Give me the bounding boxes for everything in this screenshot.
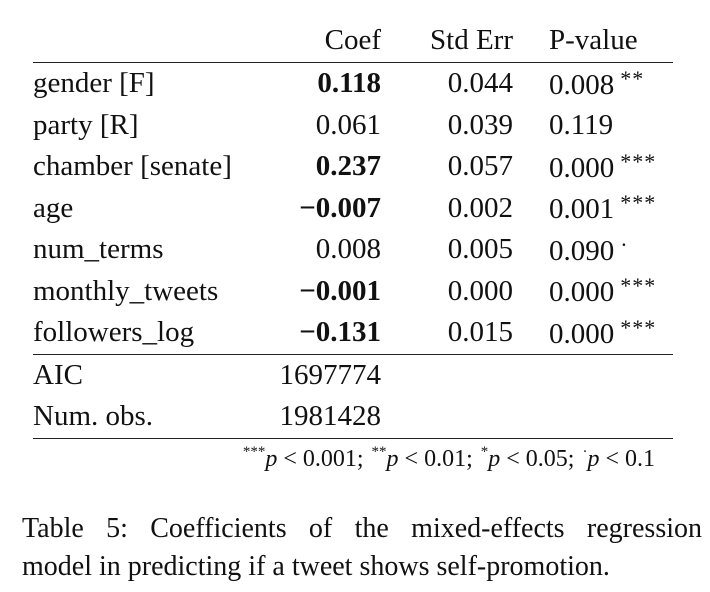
table-header-row: Coef Std Err P-value bbox=[33, 18, 673, 62]
footnote-threshold: < 0.01; bbox=[398, 446, 473, 472]
row-p-cell: 0.001 *** bbox=[513, 192, 673, 224]
summary-row: Num. obs. 1981428 bbox=[33, 396, 673, 438]
row-coef: −0.131 bbox=[299, 316, 381, 349]
row-p-cell: 0.119 bbox=[513, 108, 673, 141]
row-p-cell: 0.008 ** bbox=[513, 65, 673, 101]
row-coef: 0.061 bbox=[315, 108, 381, 141]
footnote-item: ·p < 0.1 bbox=[582, 444, 655, 473]
table-summary: AIC 1697774 Num. obs. 1981428 bbox=[33, 355, 673, 438]
summary-label: AIC bbox=[33, 358, 83, 391]
footnote-item: *p < 0.05; bbox=[481, 444, 575, 473]
regression-table: Coef Std Err P-value gender [F] 0.118 0.04… bbox=[33, 18, 673, 479]
footnote-item: ***p < 0.001; bbox=[243, 444, 364, 473]
row-variable: num_terms bbox=[33, 233, 164, 266]
row-std-err: 0.044 bbox=[447, 67, 513, 100]
table-caption: Table 5: Coefficients of the mixed-effec… bbox=[22, 510, 702, 586]
significance-footnote: ***p < 0.001; **p < 0.01; *p < 0.05; ·p < 0… bbox=[33, 439, 673, 479]
summary-value: 1981428 bbox=[279, 400, 382, 433]
row-coef: 0.008 bbox=[315, 233, 381, 266]
footnote-var: p bbox=[587, 446, 600, 472]
row-p-cell: 0.000 *** bbox=[513, 314, 673, 350]
row-coef: −0.001 bbox=[299, 274, 381, 307]
footnote-var: p bbox=[488, 446, 501, 472]
row-variable: monthly_tweets bbox=[33, 274, 219, 307]
row-p-cell: 0.090 · bbox=[513, 231, 673, 267]
row-p-value: 0.000 bbox=[549, 151, 615, 184]
summary-row: AIC 1697774 bbox=[33, 355, 673, 397]
row-variable: age bbox=[33, 191, 74, 224]
row-p-value: 0.119 bbox=[549, 108, 614, 141]
row-p-value: 0.090 bbox=[549, 234, 615, 267]
row-significance-stars: ** bbox=[620, 65, 645, 91]
table-rule-summary bbox=[33, 353, 673, 355]
row-variable: chamber [senate] bbox=[33, 150, 232, 183]
row-std-err: 0.000 bbox=[447, 274, 513, 307]
row-std-err: 0.039 bbox=[447, 108, 513, 141]
row-significance-stars: *** bbox=[620, 314, 657, 340]
row-significance-stars: *** bbox=[620, 273, 657, 299]
footnote-item: **p < 0.01; bbox=[372, 444, 473, 473]
footnote-threshold: < 0.001; bbox=[277, 446, 364, 472]
caption-line-1: Table 5: Coefficients of the mixed-effec… bbox=[22, 513, 702, 544]
table-body: gender [F] 0.118 0.044 0.008 ** party [R] 0.06… bbox=[33, 63, 673, 354]
row-p-cell: 0.000 *** bbox=[513, 148, 673, 184]
table-row: party [R] 0.061 0.039 0.119 bbox=[33, 105, 673, 147]
table-row: age −0.007 0.002 0.001 *** bbox=[33, 188, 673, 230]
row-variable: followers_log bbox=[33, 316, 195, 349]
row-variable: party [R] bbox=[33, 108, 139, 141]
footnote-threshold: < 0.05; bbox=[500, 446, 575, 472]
row-p-value: 0.000 bbox=[549, 276, 615, 309]
row-coef: −0.007 bbox=[299, 191, 381, 224]
table-row: gender [F] 0.118 0.044 0.008 ** bbox=[33, 63, 673, 105]
summary-value: 1697774 bbox=[279, 358, 382, 391]
table-row: followers_log −0.131 0.015 0.000 *** bbox=[33, 312, 673, 354]
row-coef: 0.118 bbox=[317, 67, 381, 100]
footnote-threshold: < 0.1 bbox=[599, 446, 655, 472]
row-p-value: 0.000 bbox=[549, 317, 615, 350]
row-std-err: 0.015 bbox=[447, 316, 513, 349]
row-variable: gender [F] bbox=[33, 67, 155, 100]
row-significance-stars: *** bbox=[620, 148, 657, 174]
footnote-mark: · bbox=[582, 444, 588, 460]
footnote-mark: ** bbox=[371, 444, 387, 460]
row-std-err: 0.057 bbox=[447, 150, 513, 183]
table-row: num_terms 0.008 0.005 0.090 · bbox=[33, 229, 673, 271]
row-std-err: 0.002 bbox=[447, 191, 513, 224]
header-p-value: P-value bbox=[549, 23, 638, 56]
footnote-var: p bbox=[386, 446, 399, 472]
footnote-var: p bbox=[265, 446, 278, 472]
row-p-value: 0.008 bbox=[549, 68, 615, 101]
row-p-cell: 0.000 *** bbox=[513, 275, 673, 307]
row-significance-stars: *** bbox=[620, 190, 657, 216]
row-p-value: 0.001 bbox=[549, 193, 615, 226]
row-significance-stars: · bbox=[620, 231, 629, 257]
table-rule-top bbox=[33, 62, 673, 63]
table-row: monthly_tweets −0.001 0.000 0.000 *** bbox=[33, 271, 673, 313]
table-rule-bottom bbox=[33, 437, 673, 439]
summary-label: Num. obs. bbox=[33, 400, 154, 433]
header-std-err: Std Err bbox=[430, 23, 513, 56]
header-coef: Coef bbox=[324, 23, 381, 56]
table-row: chamber [senate] 0.237 0.057 0.000 *** bbox=[33, 146, 673, 188]
footnote-mark: *** bbox=[242, 444, 266, 460]
row-std-err: 0.005 bbox=[447, 233, 513, 266]
footnote-mark: * bbox=[480, 444, 489, 460]
row-coef: 0.237 bbox=[315, 150, 381, 183]
caption-line-2: model in predicting if a tweet shows sel… bbox=[22, 551, 610, 582]
